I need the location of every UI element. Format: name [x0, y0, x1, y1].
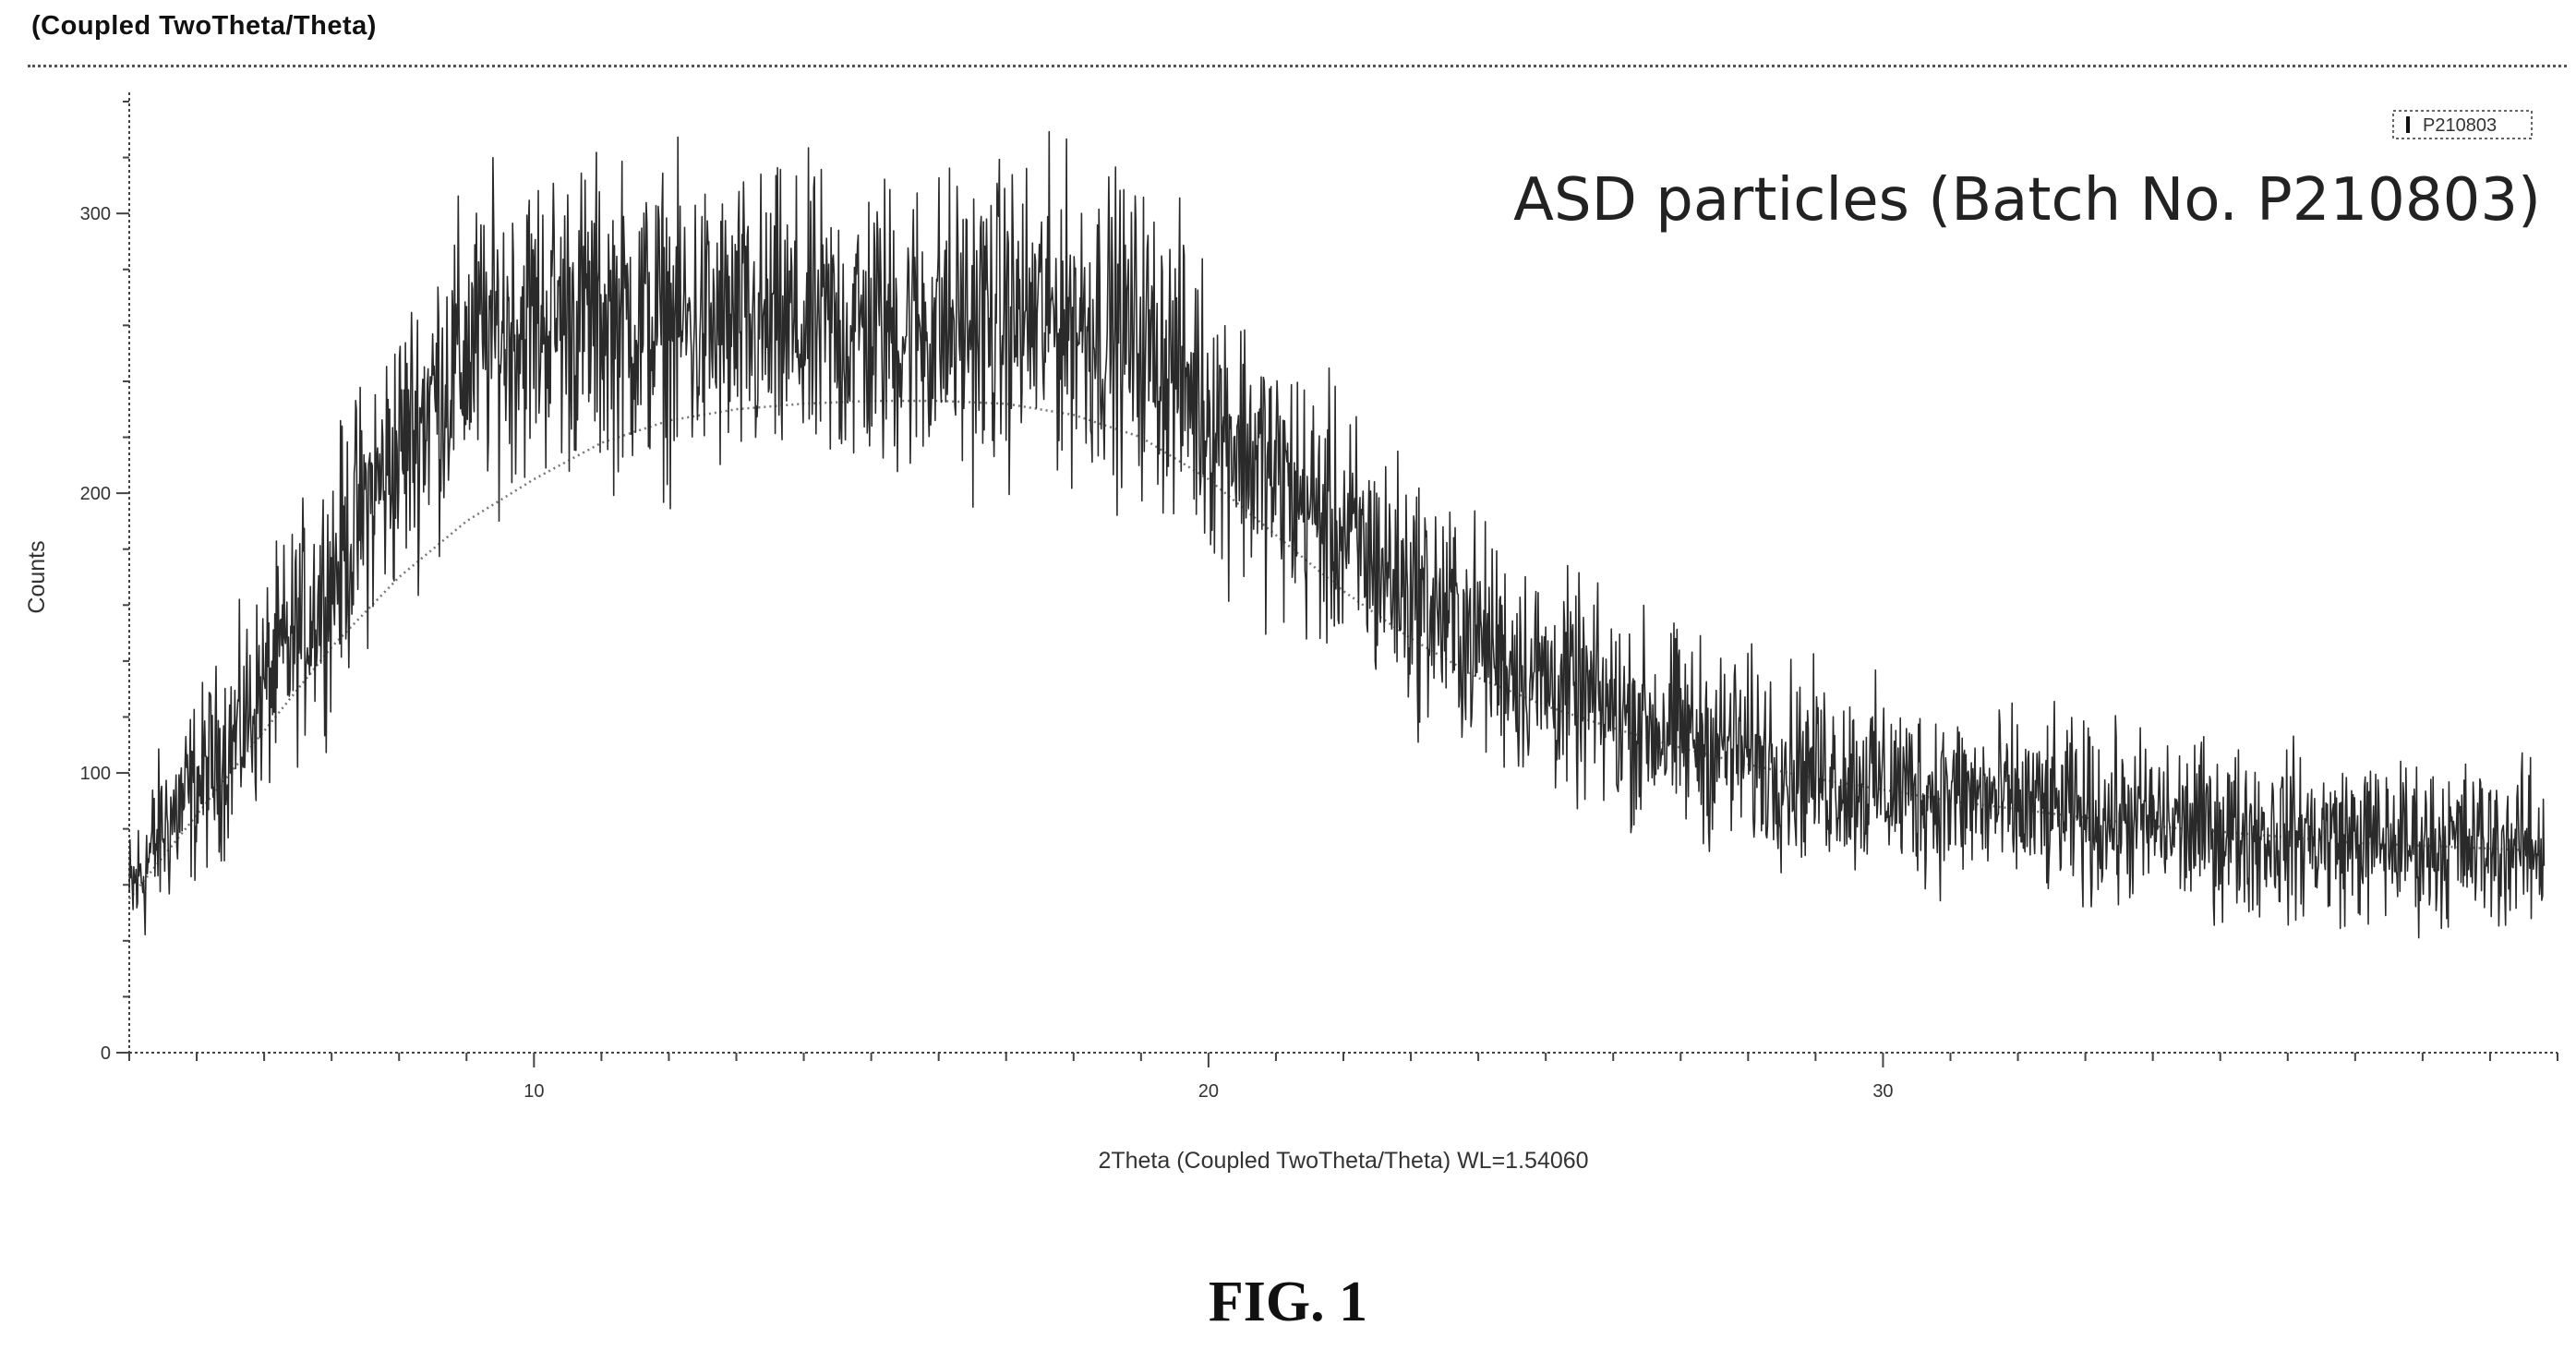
x-tick-label: 20	[1198, 1081, 1219, 1102]
y-tick-label: 0	[101, 1043, 111, 1064]
chart-title: ASD particles (Batch No. P210803)	[1513, 166, 2541, 235]
legend: P210803	[2392, 110, 2533, 139]
header-divider	[28, 65, 2567, 67]
y-axis-label: Counts	[24, 540, 50, 613]
y-tick-label: 300	[80, 204, 111, 224]
legend-box	[2392, 110, 2533, 139]
y-tick-label: 200	[80, 484, 111, 504]
x-axis-label: 2Theta (Coupled TwoTheta/Theta) WL=1.540…	[1098, 1148, 1588, 1174]
series-line-p210803	[128, 130, 2546, 939]
legend-entry: P210803	[2423, 115, 2497, 136]
data-series	[128, 130, 2546, 939]
y-tick-label: 100	[80, 764, 111, 784]
x-tick-label: 30	[1872, 1081, 1893, 1102]
x-tick-label: 10	[524, 1081, 544, 1102]
header-title: (Coupled TwoTheta/Theta)	[31, 11, 377, 41]
figure-label: FIG. 1	[1208, 1271, 1368, 1333]
